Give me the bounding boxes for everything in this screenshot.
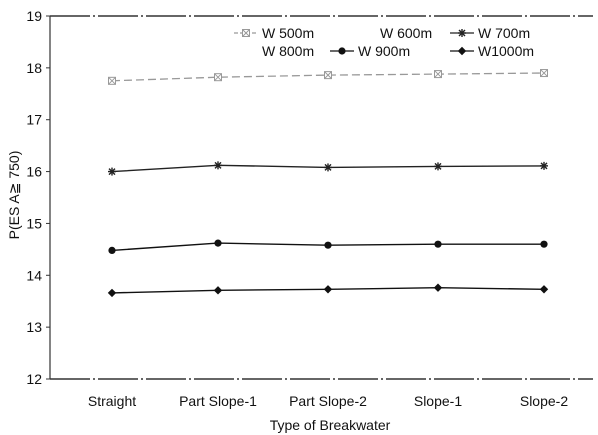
data-point [324, 241, 332, 249]
series-w900m [108, 239, 548, 254]
data-point [324, 163, 332, 172]
legend-label: W 500m [262, 25, 314, 41]
legend-label: W 900m [358, 43, 410, 59]
y-tick-label: 13 [26, 319, 42, 335]
legend-marker [458, 29, 466, 37]
legend-marker [242, 29, 250, 37]
legend-item: W 900m [330, 43, 410, 59]
x-axis-ticks: Straight Part Slope-1 Part Slope-2 Slope-1 S… [88, 393, 568, 409]
x-tick-label: Straight [88, 393, 136, 409]
legend-item: W 500m [234, 25, 314, 41]
x-tick-label: Part Slope-2 [289, 393, 367, 409]
data-point [108, 167, 116, 176]
legend-item: W 600m [380, 25, 432, 41]
legend-item: W 800m [262, 43, 314, 59]
y-tick-label: 14 [26, 267, 42, 283]
data-point [539, 285, 549, 294]
y-axis-ticks: 12 13 14 15 16 17 18 19 [26, 8, 50, 387]
x-tick-label: Slope-2 [520, 393, 568, 409]
data-point [324, 71, 332, 80]
data-point [540, 161, 548, 170]
legend-label: W1000m [478, 43, 534, 59]
data-point [108, 76, 116, 85]
legend-marker [338, 47, 346, 55]
x-tick-label: Part Slope-1 [179, 393, 257, 409]
series-w500m [108, 69, 548, 85]
legend-label: W 800m [262, 43, 314, 59]
y-axis-title: P(ES A≧ 750) [6, 151, 22, 240]
y-tick-label: 17 [26, 112, 42, 128]
series-w1000m [107, 283, 549, 298]
plot-frame [49, 15, 593, 380]
data-point [214, 239, 222, 247]
data-point [434, 70, 442, 79]
y-tick-label: 12 [26, 371, 42, 387]
x-axis-title: Type of Breakwater [270, 417, 391, 433]
data-point [434, 240, 442, 248]
data-point [107, 288, 117, 298]
data-point [540, 240, 548, 248]
data-point [540, 69, 548, 78]
y-tick-label: 19 [26, 8, 42, 24]
y-tick-label: 15 [26, 215, 42, 231]
data-point [213, 286, 223, 295]
y-tick-label: 18 [26, 60, 42, 76]
legend-item: W1000m [450, 43, 534, 59]
x-tick-label: Slope-1 [414, 393, 462, 409]
legend-marker [457, 46, 467, 56]
legend-label: W 700m [478, 25, 530, 41]
y-tick-label: 16 [26, 164, 42, 180]
series-w700m [108, 161, 548, 176]
data-point [433, 283, 443, 292]
data-point [434, 162, 442, 171]
legend-item: W 700m [450, 25, 530, 41]
data-point [108, 246, 116, 254]
data-point [214, 73, 222, 82]
legend-label: W 600m [380, 25, 432, 41]
legend: W 500m W 600m W 700m W 800m W 900m W1000m [234, 25, 534, 59]
data-point [323, 285, 333, 294]
series-group [107, 69, 549, 298]
data-point [214, 161, 222, 170]
